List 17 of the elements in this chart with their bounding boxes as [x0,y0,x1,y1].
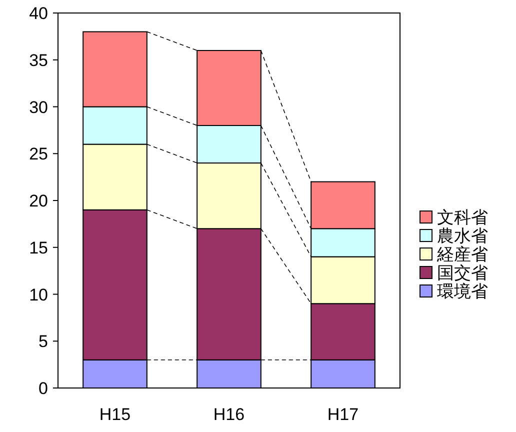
legend-label: 環境省 [437,282,488,301]
legend-label: 経産省 [436,245,488,264]
x-tick-label: H17 [327,405,359,424]
y-tick-label: 15 [29,238,48,258]
y-tick-label: 25 [29,144,48,164]
legend-label: 農水省 [437,226,488,246]
y-tick-label: 10 [29,285,48,304]
y-tick-label: 40 [29,4,48,23]
y-tick-label: 30 [29,98,48,117]
legend-label: 国交省 [437,264,488,282]
x-tick-label: H16 [213,405,245,424]
x-tick-label: H15 [99,405,131,424]
y-tick-label: 5 [38,332,48,352]
y-tick-label: 20 [29,192,48,210]
y-tick-label: 0 [38,379,48,398]
legend-label: 文科省 [437,208,488,227]
y-tick-label: 35 [29,50,48,70]
